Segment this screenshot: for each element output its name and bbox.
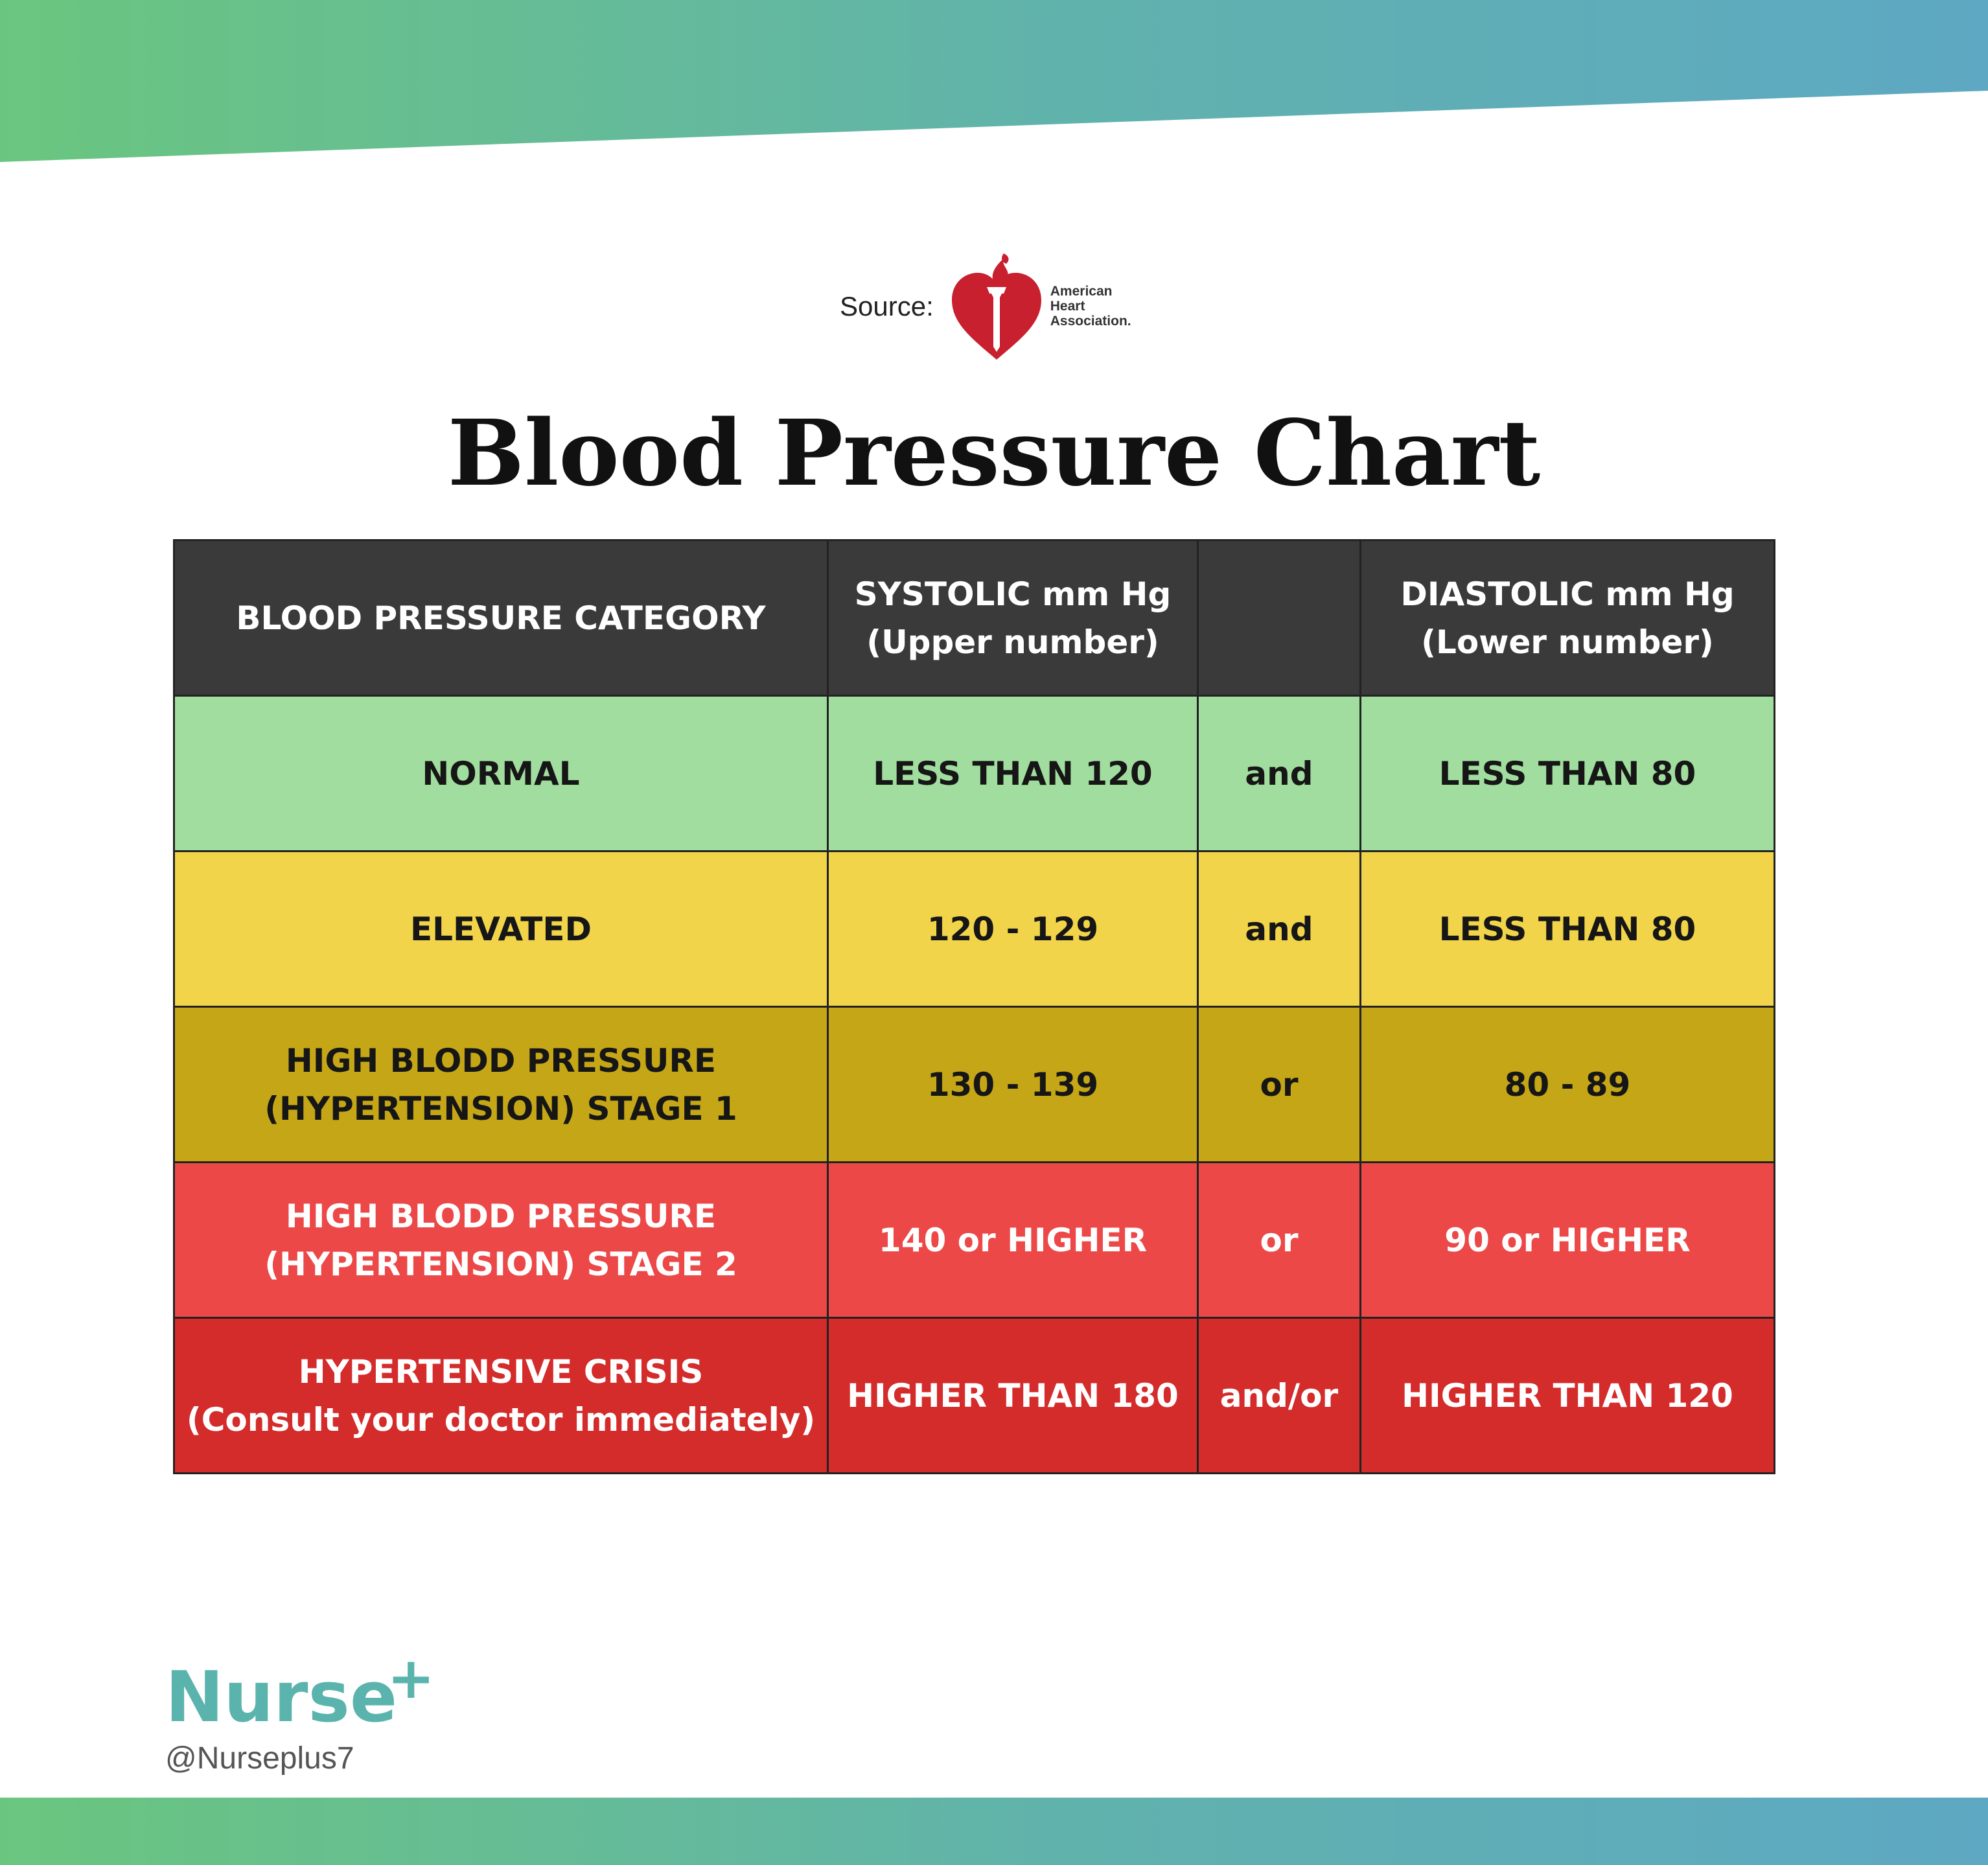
header-systolic-line: (Upper number) — [866, 623, 1159, 661]
aha-logo-line: Heart — [1050, 299, 1085, 314]
systolic-cell: 140 or HIGHER — [827, 1161, 1199, 1319]
plus-icon: + — [387, 1645, 435, 1711]
category-line: HYPERTENSIVE CRISIS — [298, 1352, 704, 1391]
header-diastolic: DIASTOLIC mm Hg (Lower number) — [1359, 539, 1775, 697]
header-diastolic-line: DIASTOLIC mm Hg — [1400, 575, 1735, 613]
table-row-normal: NORMAL LESS THAN 120 and LESS THAN 80 — [173, 695, 1775, 852]
category-cell: HYPERTENSIVE CRISIS (Consult your doctor… — [173, 1317, 829, 1474]
header-systolic-line: SYSTOLIC mm Hg — [854, 575, 1172, 613]
connector-cell: and — [1197, 695, 1361, 852]
header-category: BLOOD PRESSURE CATEGORY — [173, 539, 829, 697]
brand-logo: Nurse + — [165, 1650, 435, 1738]
source-label: Source: — [840, 290, 934, 321]
brand-name: Nurse — [165, 1657, 398, 1738]
category-line: NORMAL — [422, 754, 580, 793]
systolic-cell: HIGHER THAN 180 — [827, 1317, 1199, 1474]
category-cell: NORMAL — [173, 695, 829, 852]
diastolic-cell: LESS THAN 80 — [1359, 695, 1775, 852]
heart-torch-icon — [951, 253, 1041, 360]
blood-pressure-table: BLOOD PRESSURE CATEGORY SYSTOLIC mm Hg (… — [173, 539, 1775, 1474]
category-line: ELEVATED — [410, 910, 592, 948]
category-cell: ELEVATED — [173, 850, 829, 1008]
category-line: (HYPERTENSION) STAGE 1 — [264, 1089, 737, 1128]
connector-cell: or — [1197, 1161, 1361, 1319]
systolic-cell: LESS THAN 120 — [827, 695, 1199, 852]
nurseplus-brand: Nurse + @Nurseplus7 — [165, 1650, 435, 1776]
table-header-row: BLOOD PRESSURE CATEGORY SYSTOLIC mm Hg (… — [173, 539, 1775, 697]
category-line: HIGH BLODD PRESSURE — [285, 1041, 717, 1080]
social-handle: @Nurseplus7 — [165, 1741, 354, 1776]
aha-logo-line: Association. — [1050, 314, 1131, 329]
table-row-stage-2: HIGH BLODD PRESSURE (HYPERTENSION) STAGE… — [173, 1161, 1775, 1319]
header-connector — [1197, 539, 1361, 697]
page-title: Blood Pressure Chart — [447, 400, 1541, 507]
connector-cell: and — [1197, 850, 1361, 1008]
diastolic-cell: 90 or HIGHER — [1359, 1161, 1775, 1319]
top-band — [0, 0, 1988, 162]
category-line: (HYPERTENSION) STAGE 2 — [264, 1245, 737, 1283]
american-heart-association-logo: American Heart Association. — [948, 249, 1131, 363]
aha-logo-text: American Heart Association. — [1050, 284, 1131, 329]
header-diastolic-line: (Lower number) — [1421, 623, 1714, 661]
header-systolic: SYSTOLIC mm Hg (Upper number) — [827, 539, 1199, 697]
table-row-stage-1: HIGH BLODD PRESSURE (HYPERTENSION) STAGE… — [173, 1006, 1775, 1163]
connector-cell: and/or — [1197, 1317, 1361, 1474]
diastolic-cell: 80 - 89 — [1359, 1006, 1775, 1163]
header-category-label: BLOOD PRESSURE CATEGORY — [236, 599, 766, 637]
aha-logo-line: American — [1050, 284, 1113, 299]
systolic-cell: 130 - 139 — [827, 1006, 1199, 1163]
category-line: (Consult your doctor immediately) — [186, 1400, 816, 1439]
diastolic-cell: HIGHER THAN 120 — [1359, 1317, 1775, 1474]
bottom-band — [0, 1798, 1988, 1865]
category-cell: HIGH BLODD PRESSURE (HYPERTENSION) STAGE… — [173, 1161, 829, 1319]
source-attribution: Source: American Heart Association. — [840, 249, 1131, 363]
table-row-crisis: HYPERTENSIVE CRISIS (Consult your doctor… — [173, 1317, 1775, 1474]
table-row-elevated: ELEVATED 120 - 129 and LESS THAN 80 — [173, 850, 1775, 1008]
category-cell: HIGH BLODD PRESSURE (HYPERTENSION) STAGE… — [173, 1006, 829, 1163]
connector-cell: or — [1197, 1006, 1361, 1163]
category-line: HIGH BLODD PRESSURE — [285, 1197, 717, 1235]
diastolic-cell: LESS THAN 80 — [1359, 850, 1775, 1008]
systolic-cell: 120 - 129 — [827, 850, 1199, 1008]
